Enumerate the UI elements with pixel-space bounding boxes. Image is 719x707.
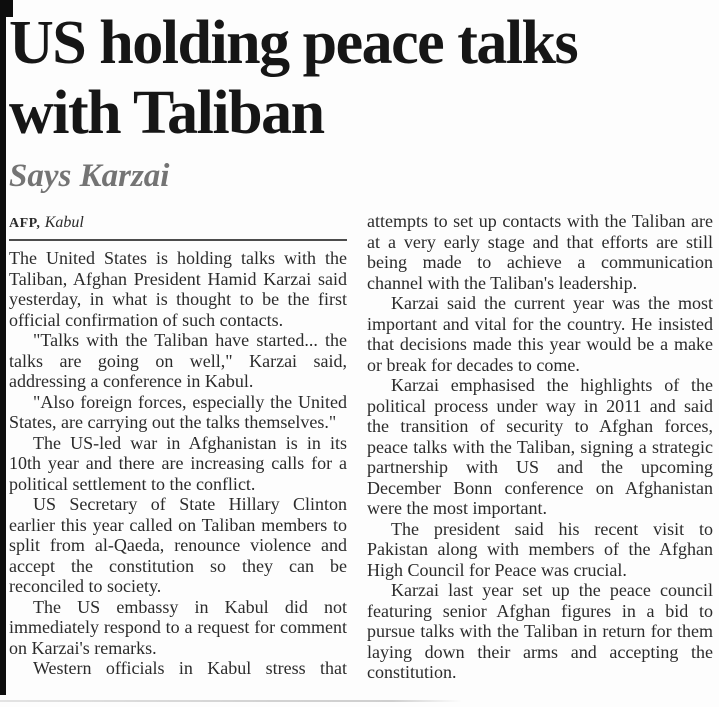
scan-artifact-left-edge [0, 14, 6, 695]
article-paragraph: "Also foreign forces, especially the Uni… [9, 391, 348, 433]
byline-divider [9, 239, 348, 241]
byline-location: Kabul [44, 214, 84, 231]
byline: AFP, Kabul [9, 211, 347, 239]
article-paragraph: Karzai emphasised the highlights of the … [367, 375, 713, 518]
article: US holding peace talks with Taliban Says … [9, 8, 713, 683]
byline-agency: AFP, [9, 216, 41, 231]
article-paragraph: The US embassy in Kabul did not immediat… [9, 596, 348, 658]
scan-artifact-corner [0, 0, 13, 17]
article-paragraph: Western officials in Kabul stress that [33, 658, 348, 678]
headline-line-2: with Taliban [9, 79, 325, 147]
article-body: AFP, Kabul The United States is holding … [9, 211, 713, 683]
article-paragraph: US Secretary of State Hillary Clinton ea… [9, 494, 348, 596]
article-paragraph: attempts to set up contacts with the Tal… [367, 211, 713, 293]
headline: US holding peace talks with Taliban [9, 8, 713, 148]
article-paragraph: Karzai last year set up the peace counci… [367, 580, 713, 682]
article-paragraph: The United States is holding talks with … [9, 248, 348, 330]
article-paragraph: Karzai said the current year was the mos… [367, 293, 713, 375]
column-right: attempts to set up contacts with the Tal… [367, 211, 713, 683]
article-paragraph: The president said his recent visit to P… [367, 518, 713, 580]
headline-line-1: US holding peace talks [9, 9, 579, 77]
article-paragraph: The US-led war in Afghanistan is in its … [9, 432, 348, 494]
article-paragraph: "Talks with the Taliban have started... … [9, 330, 348, 391]
column-left: AFP, Kabul The United States is holding … [9, 211, 348, 683]
subheadline: Says Karzai [9, 158, 170, 194]
bottom-divider [0, 700, 462, 702]
